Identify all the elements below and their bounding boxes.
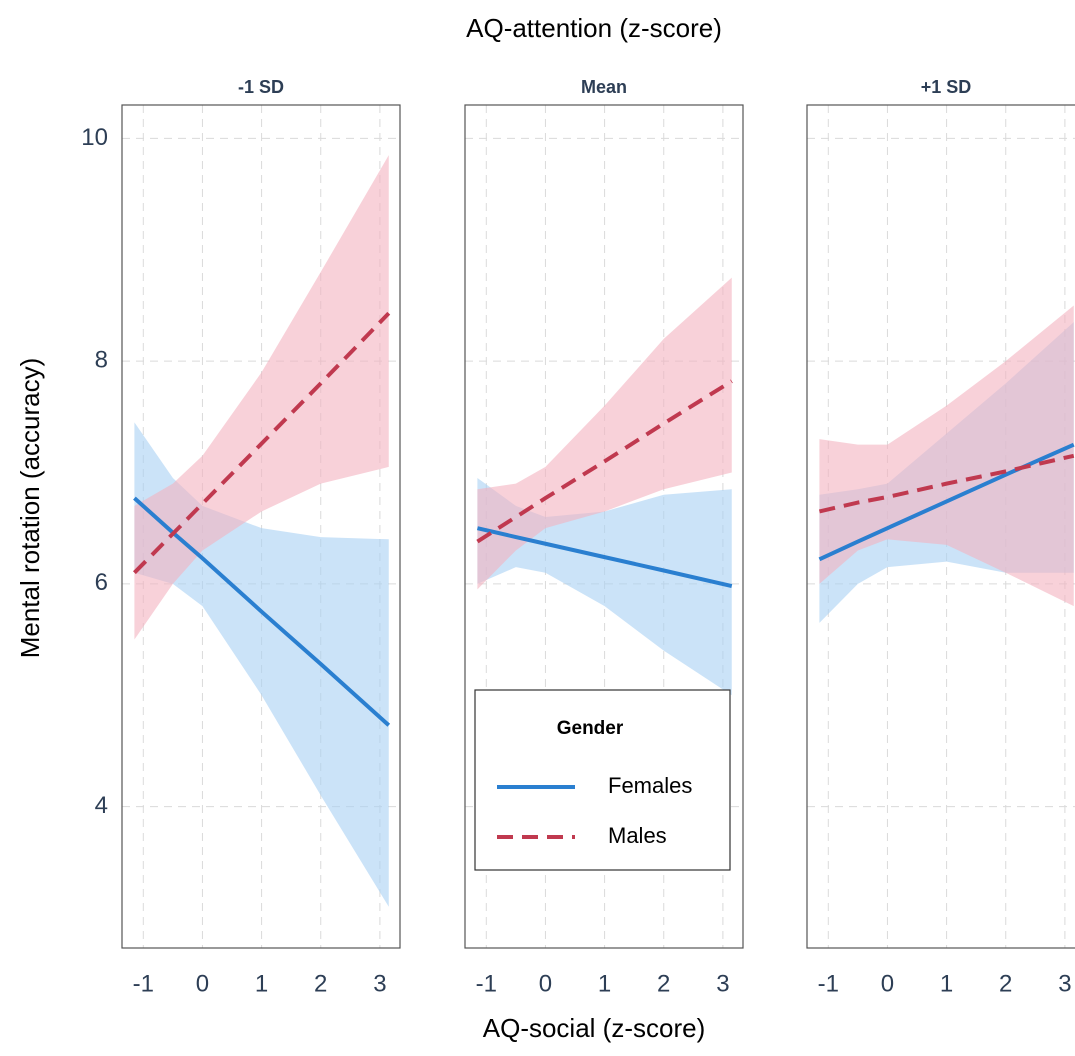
x-tick-label: 3 bbox=[716, 970, 729, 997]
x-tick-label: 3 bbox=[373, 970, 386, 997]
x-tick-label: 2 bbox=[999, 970, 1012, 997]
line bbox=[133, 496, 391, 727]
x-tick-label: 0 bbox=[539, 970, 552, 997]
y-tick-label: 10 bbox=[81, 124, 108, 151]
panel-border bbox=[806, 104, 1075, 949]
panel-title: +1 SD bbox=[921, 77, 972, 97]
x-tick-label: 1 bbox=[940, 970, 953, 997]
x-tick-label: 3 bbox=[1058, 970, 1071, 997]
line bbox=[132, 311, 391, 575]
panel-border bbox=[121, 104, 401, 949]
chart-title: AQ-attention (z-score) bbox=[466, 13, 722, 43]
legend-box bbox=[474, 689, 731, 871]
confidence-band bbox=[134, 155, 389, 640]
panel-border bbox=[464, 104, 744, 949]
panel-title: Mean bbox=[581, 77, 627, 97]
x-tick-label: -1 bbox=[133, 970, 154, 997]
legend-label: Females bbox=[608, 773, 692, 798]
y-tick-label: 6 bbox=[95, 569, 108, 596]
y-tick-label: 8 bbox=[95, 346, 108, 373]
line bbox=[476, 379, 733, 544]
confidence-band bbox=[477, 478, 732, 696]
x-tick-label: 0 bbox=[196, 970, 209, 997]
x-tick-label: 0 bbox=[881, 970, 894, 997]
panel-title: -1 SD bbox=[238, 77, 284, 97]
legend-label: Males bbox=[608, 823, 667, 848]
x-axis-title: AQ-social (z-score) bbox=[483, 1013, 705, 1043]
line bbox=[476, 526, 733, 589]
legend-title: Gender bbox=[557, 718, 624, 739]
x-tick-label: -1 bbox=[476, 970, 497, 997]
confidence-band bbox=[477, 277, 732, 590]
line bbox=[818, 453, 1075, 514]
y-tick-label: 4 bbox=[95, 792, 108, 819]
x-tick-label: -1 bbox=[818, 970, 839, 997]
y-axis-title: Mental rotation (accuracy) bbox=[15, 358, 45, 659]
x-tick-label: 1 bbox=[255, 970, 268, 997]
x-tick-label: 1 bbox=[598, 970, 611, 997]
x-tick-label: 2 bbox=[314, 970, 327, 997]
x-tick-label: 2 bbox=[657, 970, 670, 997]
